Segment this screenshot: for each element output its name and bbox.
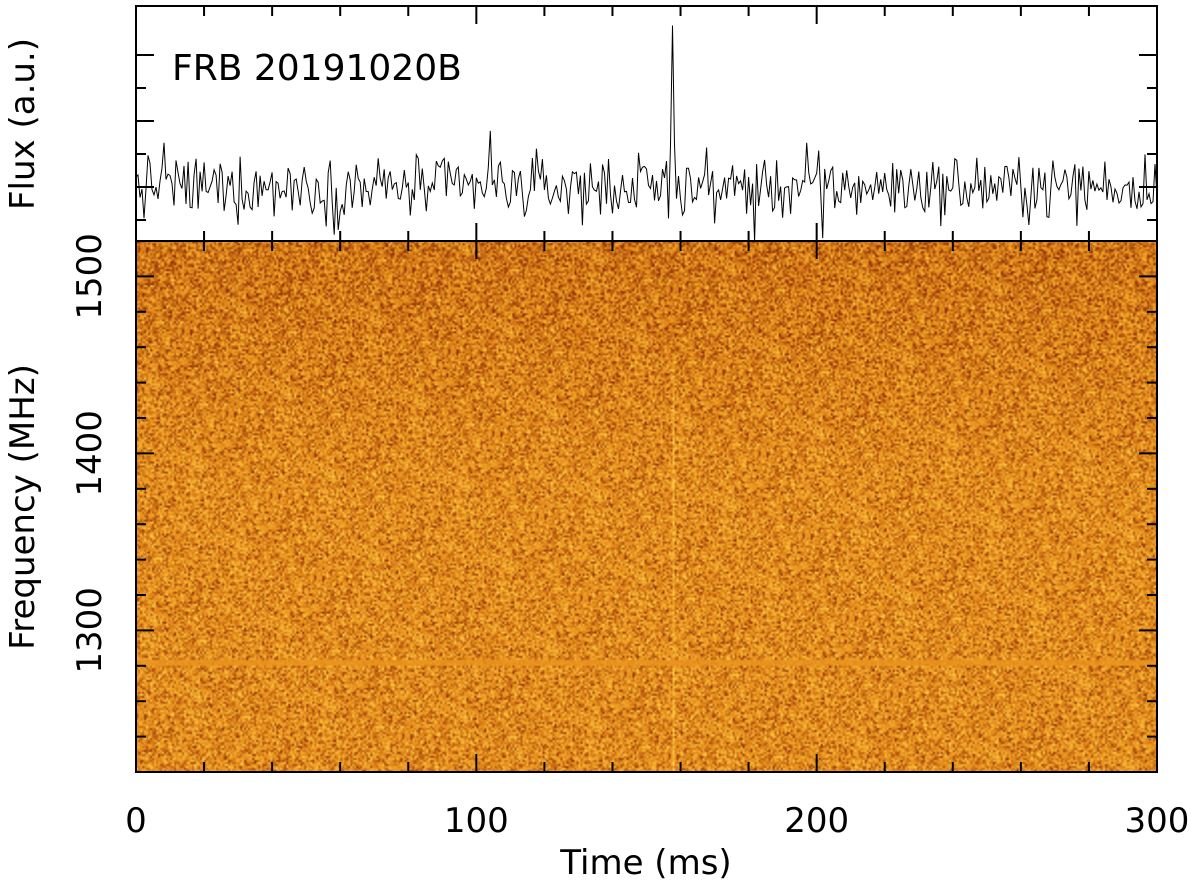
heatmap-ticks <box>135 240 1158 772</box>
flux-frame <box>135 5 1158 242</box>
y-tick-label: 1500 <box>70 233 110 320</box>
y-tick-label: 1400 <box>70 410 110 497</box>
frequency-axis-label: Frequency (MHz) <box>3 364 43 650</box>
dynamic-spectrum-heatmap <box>136 241 1157 772</box>
dynamic-spectrum-panel <box>135 240 1158 773</box>
flux-ticks <box>135 6 1158 241</box>
x-tick-label: 300 <box>1125 801 1190 841</box>
y-tick-labels: 1300 1400 1500 <box>70 233 110 674</box>
time-axis-label: Time (ms) <box>559 843 731 883</box>
x-tick-label: 100 <box>444 801 509 841</box>
x-tick-label: 0 <box>125 801 147 841</box>
flux-axis-label: Flux (a.u.) <box>3 38 43 210</box>
flux-panel: FRB 20191020B <box>135 5 1158 242</box>
y-tick-label: 1300 <box>70 587 110 674</box>
flux-time-series-line <box>135 25 1158 242</box>
chart-title: FRB 20191020B <box>172 48 462 89</box>
x-tick-labels: 0 100 200 300 <box>125 801 1189 841</box>
x-tick-label: 200 <box>784 801 849 841</box>
